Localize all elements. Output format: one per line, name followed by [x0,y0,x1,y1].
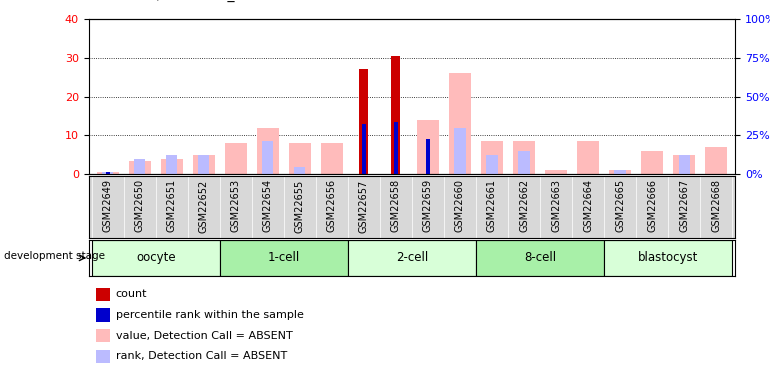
Bar [476,240,604,276]
Bar [263,141,273,174]
Bar [320,143,343,174]
Text: GDS813 / 1420234_at: GDS813 / 1420234_at [96,0,249,2]
Text: GSM22656: GSM22656 [327,179,337,232]
Bar [294,166,306,174]
Text: GSM22664: GSM22664 [583,179,593,232]
Text: GSM22653: GSM22653 [231,179,241,232]
Bar [609,171,631,174]
Bar [92,240,219,276]
Text: 1-cell: 1-cell [268,251,300,264]
Text: blastocyst: blastocyst [638,251,698,264]
Bar [417,120,439,174]
Text: GSM22658: GSM22658 [391,179,401,232]
Text: percentile rank within the sample: percentile rank within the sample [116,310,303,320]
Bar [129,161,151,174]
Bar [545,171,567,174]
Bar [487,155,497,174]
Bar [166,155,177,174]
Bar [134,159,146,174]
Bar [577,141,599,174]
Text: GSM22659: GSM22659 [423,179,433,232]
Text: development stage: development stage [4,251,105,261]
Text: GSM22652: GSM22652 [199,179,209,232]
Text: 8-cell: 8-cell [524,251,556,264]
Bar [256,128,279,174]
Text: GSM22663: GSM22663 [551,179,561,232]
Bar [105,172,110,174]
Bar [96,172,119,174]
Bar [289,143,311,174]
Bar [449,73,471,174]
Bar [673,155,695,174]
Bar [513,141,535,174]
Text: GSM22654: GSM22654 [263,179,273,232]
Bar [219,240,348,276]
Text: GSM22651: GSM22651 [167,179,177,232]
Bar [102,172,113,174]
Bar [348,240,476,276]
Bar [641,151,663,174]
Bar [518,151,530,174]
Text: GSM22650: GSM22650 [135,179,145,232]
Text: oocyte: oocyte [136,251,176,264]
Text: GSM22655: GSM22655 [295,179,305,232]
Bar [192,155,215,174]
Bar [678,155,690,174]
Bar [391,56,400,174]
Bar [454,128,466,174]
Text: GSM22662: GSM22662 [519,179,529,232]
Bar [198,155,209,174]
Text: count: count [116,290,147,299]
Bar [394,122,398,174]
Text: GSM22665: GSM22665 [615,179,625,232]
Bar [362,124,366,174]
Text: GSM22667: GSM22667 [679,179,689,232]
Text: rank, Detection Call = ABSENT: rank, Detection Call = ABSENT [116,351,286,361]
Bar [614,171,626,174]
Bar [225,143,247,174]
Text: GSM22666: GSM22666 [647,179,657,232]
Text: GSM22649: GSM22649 [102,179,112,232]
Text: 2-cell: 2-cell [396,251,428,264]
Text: GSM22657: GSM22657 [359,179,369,232]
Bar [480,141,504,174]
Bar [360,69,368,174]
Bar [161,159,183,174]
Text: GSM22668: GSM22668 [711,179,721,232]
Bar [604,240,732,276]
Text: value, Detection Call = ABSENT: value, Detection Call = ABSENT [116,331,293,340]
Text: GSM22661: GSM22661 [487,179,497,232]
Text: GSM22660: GSM22660 [455,179,465,232]
Bar [705,147,728,174]
Bar [426,140,430,174]
